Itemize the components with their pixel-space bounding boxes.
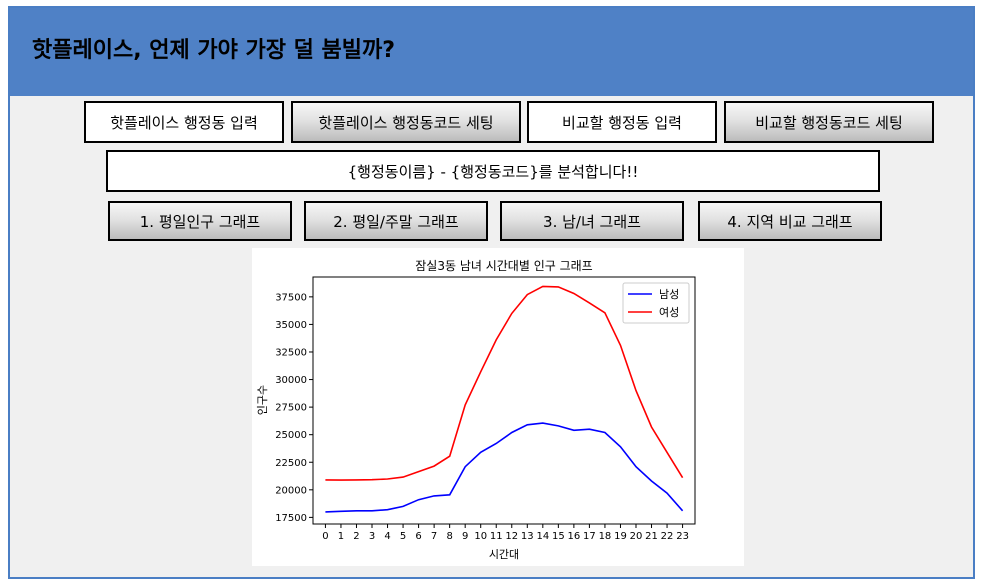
y-tick-label: 27500	[275, 403, 307, 414]
x-tick-label: 10	[474, 531, 487, 542]
x-tick-label: 13	[521, 531, 534, 542]
x-tick-label: 12	[505, 531, 518, 542]
gender-graph-button[interactable]: 3. 남/녀 그래프	[500, 201, 684, 241]
x-tick-label: 2	[353, 531, 359, 542]
region-compare-graph-button[interactable]: 4. 지역 비교 그래프	[698, 201, 882, 241]
x-tick-label: 16	[568, 531, 581, 542]
y-tick-label: 35000	[275, 320, 307, 331]
title-bar: 핫플레이스, 언제 가야 가장 덜 붐빌까?	[10, 8, 973, 96]
x-tick-label: 0	[322, 531, 328, 542]
x-axis-label: 시간대	[489, 548, 519, 561]
legend-box	[622, 282, 690, 324]
x-tick-label: 21	[645, 531, 658, 542]
legend-label-female: 여성	[659, 306, 679, 319]
x-tick-label: 9	[462, 531, 468, 542]
x-tick-label: 22	[661, 531, 674, 542]
chart-svg: 잠실3동 남녀 시간대별 인구 그래프 17500 20000 22500 25000…	[256, 259, 696, 561]
app-title: 핫플레이스, 언제 가야 가장 덜 붐빌까?	[32, 38, 396, 63]
compare-code-button[interactable]: 비교할 행정동코드 세팅	[724, 101, 934, 143]
compare-input-button[interactable]: 비교할 행정동 입력	[527, 101, 717, 143]
x-tick-label: 20	[630, 531, 643, 542]
y-tick-label: 25000	[275, 430, 307, 441]
weekday-weekend-graph-button[interactable]: 2. 평일/주말 그래프	[304, 201, 488, 241]
chart-title: 잠실3동 남녀 시간대별 인구 그래프	[415, 259, 592, 273]
series-line-female	[325, 285, 684, 481]
x-tick-label: 11	[490, 531, 503, 542]
y-tick-label: 20000	[275, 485, 307, 496]
y-axis: 17500 20000 22500 25000 27500 30000 32500 35000…	[275, 292, 313, 524]
x-tick-label: 8	[446, 531, 452, 542]
y-tick-label: 32500	[275, 347, 307, 358]
legend: 남성 여성	[622, 282, 690, 324]
y-tick-label: 37500	[275, 292, 307, 303]
x-tick-label: 14	[536, 531, 549, 542]
y-tick-label: 17500	[275, 513, 307, 524]
x-tick-label: 3	[369, 531, 375, 542]
x-tick-label: 6	[415, 531, 421, 542]
x-tick-label: 18	[599, 531, 612, 542]
hotplace-input-button[interactable]: 핫플레이스 행정동 입력	[84, 101, 284, 143]
legend-label-male: 남성	[659, 288, 679, 301]
x-tick-label: 1	[338, 531, 344, 542]
series-lines	[325, 285, 684, 513]
series-line-male	[325, 422, 684, 513]
weekday-graph-button[interactable]: 1. 평일인구 그래프	[108, 201, 292, 241]
x-tick-label: 7	[431, 531, 437, 542]
hotplace-code-button[interactable]: 핫플레이스 행정동코드 세팅	[291, 101, 521, 143]
population-chart: 잠실3동 남녀 시간대별 인구 그래프 17500 20000 22500 25000…	[252, 248, 744, 566]
x-tick-label: 23	[676, 531, 689, 542]
status-message: {행정동이름} - {행정동코드}를 분석합니다!!	[106, 150, 880, 192]
y-tick-label: 30000	[275, 375, 307, 386]
x-tick-label: 19	[614, 531, 627, 542]
app-window: 핫플레이스, 언제 가야 가장 덜 붐빌까? 핫플레이스 행정동 입력 핫플레이…	[8, 6, 975, 579]
x-axis: 0 1 2 3 4 5 6 7 8 9 10 11 12 13 14 15 16 17 18 19 20 21 22 23	[322, 524, 689, 542]
x-tick-label: 17	[583, 531, 596, 542]
x-tick-label: 5	[400, 531, 406, 542]
y-axis-label: 인구수	[256, 385, 269, 415]
y-tick-label: 22500	[275, 458, 307, 469]
x-tick-label: 4	[384, 531, 390, 542]
x-tick-label: 15	[552, 531, 565, 542]
